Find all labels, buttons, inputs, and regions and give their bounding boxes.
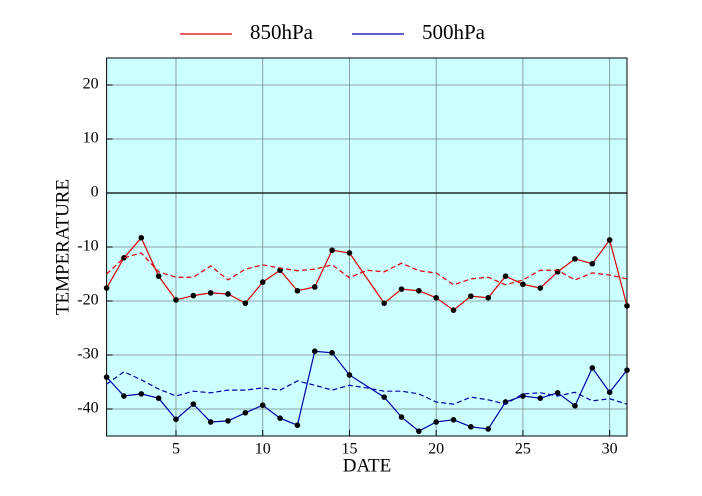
data-point [624,303,630,309]
data-point [190,401,197,407]
data-point [520,281,526,288]
data-point [190,292,197,299]
data-point [207,290,214,296]
data-point [242,300,249,306]
data-point [572,256,578,262]
data-point [346,372,353,378]
y-axis-label: TEMPERATURE [52,179,73,315]
data-point [450,307,457,313]
data-point [485,294,492,301]
data-point [173,297,179,303]
data-point [589,260,596,267]
data-point [433,294,439,301]
x-tick-label: 5 [172,441,180,458]
data-point [520,393,526,399]
data-point [398,286,405,292]
x-tick-label: 30 [602,441,618,458]
data-point [572,402,578,409]
data-point [277,415,283,421]
x-tick-label: 10 [255,441,271,458]
data-point [259,279,266,285]
data-point [537,395,544,402]
plot-frame [106,57,628,437]
data-point [416,428,422,434]
y-tick-label: -10 [77,238,98,255]
y-tick-label: 20 [83,76,99,93]
data-point [207,419,214,425]
data-point [103,285,110,291]
data-point [589,365,596,371]
data-point [103,374,110,380]
data-point [468,424,474,430]
data-point [329,350,335,356]
y-tick-label: -20 [77,292,98,309]
data-point [606,237,613,243]
legend-label: 850hPa [250,20,314,44]
data-point [138,391,145,397]
data-point [121,254,127,261]
data-point [450,417,457,423]
data-point [329,247,335,254]
y-tick-label: -40 [77,400,98,417]
data-point [416,287,422,294]
data-point [433,419,439,425]
data-point [485,426,492,432]
data-point [155,273,162,279]
data-point [381,300,387,306]
data-point [225,291,231,297]
y-tick-label: 0 [91,184,99,201]
x-tick-label: 20 [428,441,444,458]
y-tick-label: -30 [77,346,98,363]
data-point [225,418,231,424]
data-point [606,389,613,396]
y-tick-label: 10 [83,130,99,147]
series-line [106,371,628,405]
data-point [537,285,544,291]
data-point [502,273,509,279]
data-point [311,348,318,355]
series-line [106,350,628,432]
series-line [106,236,628,311]
data-point [155,395,162,402]
data-point [138,235,145,241]
data-point [398,414,405,420]
data-point [624,367,630,373]
data-point [294,422,301,429]
data-point [311,284,318,290]
data-point [346,250,353,256]
series-line [106,252,628,286]
x-tick-label: 25 [515,441,531,458]
data-point [468,293,474,299]
data-point [294,287,301,294]
data-point [173,416,179,423]
x-tick-label: 15 [341,441,357,458]
data-point [121,393,127,399]
x-axis-label: DATE [343,455,392,476]
data-point [554,390,561,396]
legend-label: 500hPa [422,20,486,44]
data-point [381,394,387,400]
data-point [259,402,266,409]
data-point [242,409,249,416]
